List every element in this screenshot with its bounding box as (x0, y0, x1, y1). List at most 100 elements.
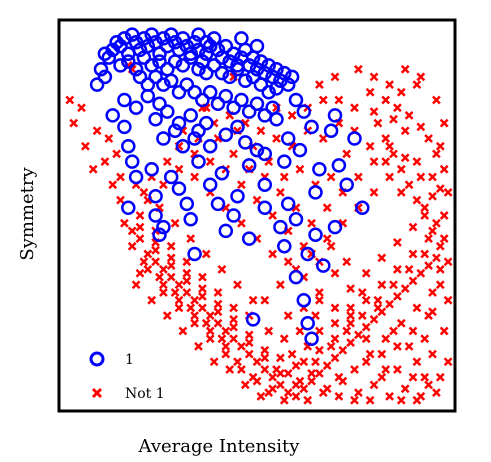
point-series-not-1 (135, 222, 145, 232)
point-series-1 (280, 131, 296, 146)
point-series-1 (121, 54, 136, 69)
point-series-not-1 (182, 268, 192, 278)
point-series-not-1 (151, 245, 160, 255)
point-series-not-1 (205, 157, 215, 166)
point-series-not-1 (350, 365, 359, 374)
point-series-not-1 (428, 191, 437, 201)
point-series-not-1 (190, 295, 199, 305)
point-series-not-1 (435, 141, 445, 151)
point-series-not-1 (127, 241, 137, 251)
point-series-not-1 (318, 134, 328, 143)
point-series-not-1 (342, 326, 352, 336)
point-series-not-1 (330, 303, 340, 313)
point-series-not-1 (264, 326, 274, 336)
point-series-not-1 (385, 141, 394, 151)
point-series-1 (323, 123, 339, 139)
point-series-not-1 (396, 318, 406, 328)
point-series-1 (296, 292, 312, 308)
point-series-not-1 (334, 95, 344, 105)
point-series-1 (245, 69, 261, 85)
point-series-1 (284, 69, 300, 85)
point-series-not-1 (416, 72, 426, 82)
point-series-not-1 (439, 211, 449, 220)
point-series-not-1 (65, 95, 75, 105)
point-series-not-1 (233, 357, 242, 367)
legend: 1 Not 1 (89, 351, 165, 402)
point-series-not-1 (162, 311, 172, 320)
point-series-not-1 (408, 326, 418, 336)
point-series-not-1 (229, 303, 238, 313)
point-series-1 (175, 58, 191, 73)
point-series-1 (128, 100, 144, 115)
point-series-not-1 (229, 334, 238, 344)
point-series-not-1 (373, 303, 383, 313)
point-series-not-1 (365, 395, 375, 405)
point-series-not-1 (385, 172, 394, 182)
point-series-not-1 (369, 188, 379, 197)
point-series-1 (331, 158, 347, 173)
point-series-not-1 (244, 338, 254, 347)
point-series-not-1 (412, 80, 422, 89)
point-series-not-1 (326, 342, 336, 351)
point-series-1 (202, 138, 218, 154)
point-series-not-1 (198, 303, 207, 313)
point-series-not-1 (272, 134, 281, 143)
point-series-not-1 (420, 203, 430, 213)
point-series-not-1 (432, 253, 441, 263)
point-series-1 (327, 219, 343, 235)
x-axis-label: Average Intensity (138, 436, 301, 457)
point-series-not-1 (369, 315, 379, 324)
point-series-1 (89, 77, 105, 92)
point-series-1 (249, 38, 265, 54)
point-series-not-1 (116, 172, 125, 182)
point-series-not-1 (252, 195, 262, 205)
point-series-not-1 (424, 261, 433, 270)
point-series-1 (113, 38, 128, 54)
point-series-not-1 (326, 172, 336, 182)
point-series-1 (249, 142, 265, 158)
point-series-not-1 (369, 157, 379, 166)
point-series-not-1 (194, 342, 203, 351)
point-series-not-1 (221, 326, 231, 336)
point-series-not-1 (217, 334, 227, 344)
point-series-1 (179, 77, 195, 92)
point-series-not-1 (420, 211, 430, 220)
point-series-not-1 (201, 318, 211, 328)
point-series-1 (308, 185, 323, 200)
point-series-1 (199, 35, 214, 50)
point-series-not-1 (213, 318, 223, 328)
point-series-not-1 (338, 345, 348, 355)
point-series-not-1 (432, 95, 441, 105)
point-series-1 (148, 188, 163, 204)
point-series-not-1 (283, 388, 293, 397)
point-series-not-1 (240, 380, 250, 390)
point-series-not-1 (221, 342, 231, 351)
point-series-not-1 (159, 280, 168, 290)
point-series-1 (269, 112, 284, 127)
point-series-not-1 (435, 241, 445, 251)
point-series-not-1 (389, 114, 398, 124)
point-series-not-1 (369, 380, 379, 390)
point-series-not-1 (373, 295, 383, 305)
point-series-not-1 (315, 326, 324, 336)
point-series-not-1 (260, 295, 270, 305)
point-series-1 (171, 181, 187, 196)
point-series-not-1 (174, 295, 184, 305)
point-series-not-1 (299, 384, 309, 394)
point-series-1 (206, 58, 222, 73)
point-series-not-1 (318, 388, 328, 397)
point-series-not-1 (424, 311, 433, 320)
point-series-not-1 (217, 265, 227, 274)
point-series-not-1 (276, 353, 285, 363)
point-series-1 (195, 92, 210, 108)
point-series-not-1 (283, 311, 293, 320)
point-series-1 (191, 27, 206, 42)
point-series-not-1 (143, 265, 153, 274)
point-series-not-1 (424, 134, 433, 143)
point-series-not-1 (170, 218, 180, 228)
point-series-not-1 (182, 276, 192, 286)
point-series-1 (241, 104, 257, 119)
point-series-not-1 (428, 226, 437, 236)
point-series-not-1 (435, 184, 445, 193)
point-series-not-1 (229, 322, 238, 332)
